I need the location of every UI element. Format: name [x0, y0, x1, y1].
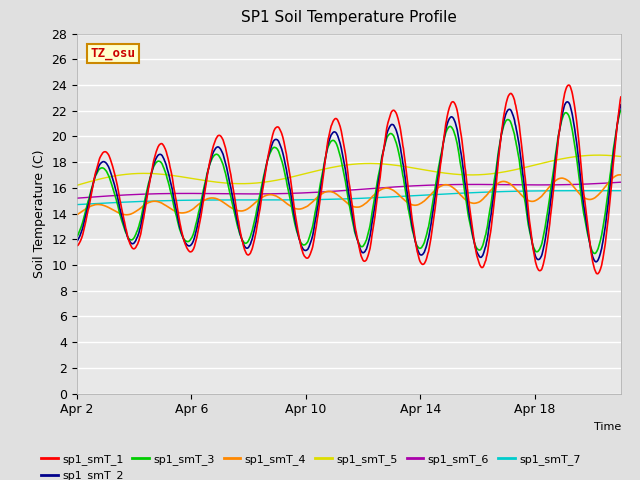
sp1_smT_6: [264, 191, 271, 197]
Y-axis label: Soil Temperature (C): Soil Temperature (C): [33, 149, 45, 278]
sp1_smT_5: [264, 179, 271, 185]
sp1_smT_7: [395, 193, 403, 199]
sp1_smT_2: [395, 136, 403, 142]
sp1_smT_1: [73, 243, 81, 249]
sp1_smT_7: [73, 202, 81, 207]
sp1_smT_7: [617, 188, 625, 193]
sp1_smT_6: [326, 189, 334, 194]
sp1_smT_6: [73, 195, 81, 201]
sp1_smT_6: [395, 184, 403, 190]
sp1_smT_2: [416, 251, 424, 257]
sp1_smT_5: [189, 176, 196, 181]
Line: sp1_smT_3: sp1_smT_3: [77, 110, 621, 253]
sp1_smT_4: [527, 198, 535, 204]
sp1_smT_3: [395, 150, 403, 156]
sp1_smT_4: [264, 192, 272, 198]
Legend: sp1_smT_1, sp1_smT_2, sp1_smT_3, sp1_smT_4, sp1_smT_5, sp1_smT_6, sp1_smT_7: sp1_smT_1, sp1_smT_2, sp1_smT_3, sp1_smT…: [36, 450, 585, 480]
sp1_smT_5: [595, 152, 602, 158]
sp1_smT_6: [189, 191, 196, 196]
sp1_smT_5: [617, 154, 625, 159]
sp1_smT_2: [617, 102, 625, 108]
sp1_smT_7: [527, 188, 534, 194]
sp1_smT_7: [264, 197, 271, 203]
sp1_smT_1: [565, 82, 573, 88]
sp1_smT_4: [73, 212, 81, 217]
sp1_smT_2: [264, 158, 271, 164]
sp1_smT_2: [563, 99, 571, 105]
sp1_smT_4: [189, 206, 197, 212]
Line: sp1_smT_5: sp1_smT_5: [77, 155, 621, 185]
Line: sp1_smT_7: sp1_smT_7: [77, 191, 621, 204]
sp1_smT_3: [527, 233, 534, 239]
sp1_smT_3: [591, 251, 598, 256]
sp1_smT_1: [416, 257, 424, 263]
sp1_smT_4: [416, 201, 424, 206]
sp1_smT_1: [594, 271, 602, 276]
Line: sp1_smT_1: sp1_smT_1: [77, 85, 621, 274]
sp1_smT_5: [416, 166, 424, 172]
Line: sp1_smT_2: sp1_smT_2: [77, 102, 621, 262]
sp1_smT_5: [73, 182, 81, 188]
sp1_smT_7: [189, 197, 196, 203]
sp1_smT_6: [617, 180, 625, 185]
sp1_smT_2: [73, 238, 81, 244]
X-axis label: Time: Time: [593, 422, 621, 432]
sp1_smT_2: [189, 240, 196, 245]
Title: SP1 Soil Temperature Profile: SP1 Soil Temperature Profile: [241, 11, 457, 25]
sp1_smT_2: [592, 259, 600, 264]
sp1_smT_4: [327, 189, 335, 194]
Line: sp1_smT_4: sp1_smT_4: [77, 175, 621, 215]
sp1_smT_5: [326, 165, 334, 171]
sp1_smT_6: [527, 182, 534, 188]
sp1_smT_3: [326, 140, 334, 146]
sp1_smT_4: [123, 212, 131, 217]
sp1_smT_4: [396, 192, 403, 198]
sp1_smT_5: [527, 163, 534, 169]
Line: sp1_smT_6: sp1_smT_6: [77, 182, 621, 198]
sp1_smT_2: [527, 231, 534, 237]
sp1_smT_3: [189, 233, 196, 239]
sp1_smT_7: [326, 196, 334, 202]
sp1_smT_1: [264, 157, 271, 163]
sp1_smT_7: [572, 188, 579, 193]
sp1_smT_3: [264, 158, 271, 164]
sp1_smT_1: [617, 94, 625, 100]
sp1_smT_3: [416, 245, 424, 251]
sp1_smT_4: [616, 172, 623, 178]
sp1_smT_1: [527, 227, 534, 232]
sp1_smT_3: [73, 234, 81, 240]
sp1_smT_1: [395, 118, 403, 124]
sp1_smT_5: [395, 163, 403, 168]
sp1_smT_1: [189, 248, 196, 253]
sp1_smT_6: [416, 183, 424, 189]
Text: TZ_osu: TZ_osu: [90, 48, 136, 60]
sp1_smT_2: [326, 135, 334, 141]
sp1_smT_1: [326, 128, 334, 134]
sp1_smT_4: [617, 172, 625, 178]
sp1_smT_7: [416, 192, 424, 198]
sp1_smT_3: [617, 108, 625, 113]
